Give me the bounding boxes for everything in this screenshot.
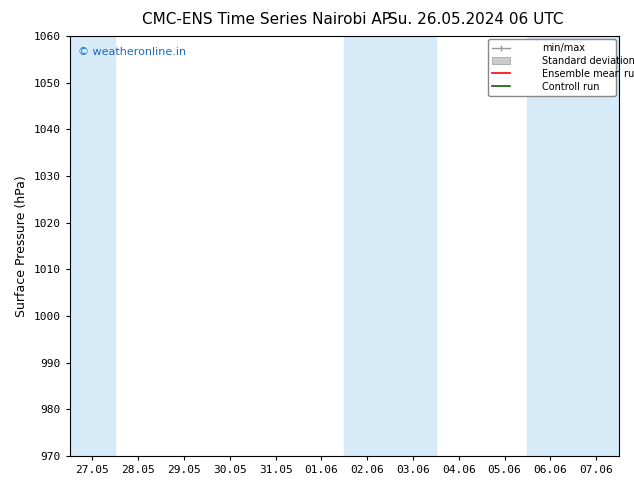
Text: CMC-ENS Time Series Nairobi AP: CMC-ENS Time Series Nairobi AP xyxy=(142,12,391,27)
Y-axis label: Surface Pressure (hPa): Surface Pressure (hPa) xyxy=(15,175,28,317)
Bar xyxy=(344,36,436,456)
Text: © weatheronline.in: © weatheronline.in xyxy=(78,47,186,57)
Text: Su. 26.05.2024 06 UTC: Su. 26.05.2024 06 UTC xyxy=(388,12,563,27)
Bar xyxy=(527,36,619,456)
Legend: min/max, Standard deviation, Ensemble mean run, Controll run: min/max, Standard deviation, Ensemble me… xyxy=(488,39,616,96)
Bar xyxy=(70,36,115,456)
